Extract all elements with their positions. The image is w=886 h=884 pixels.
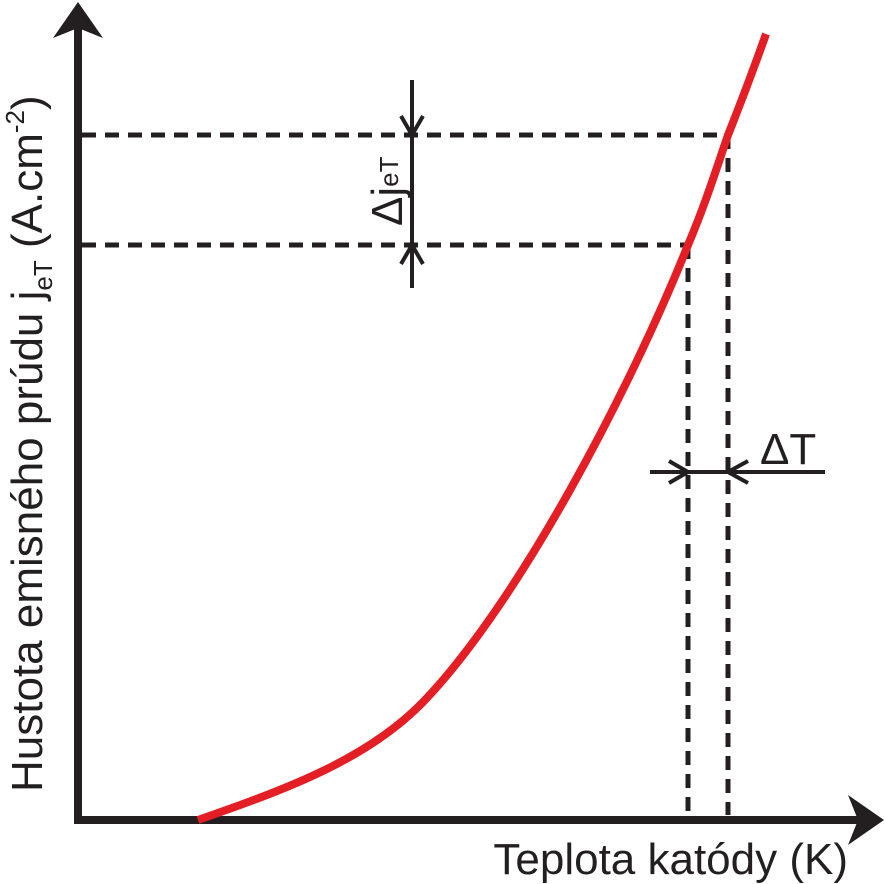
y-axis-label: Hustota emisného prúdu jeT (A.cm-2): [0, 95, 58, 792]
arrow-right-icon: [667, 459, 692, 485]
delta-j-dimension: [399, 80, 425, 288]
arrow-up-icon: [399, 241, 425, 266]
x-axis-label: Teplota katódy (K): [493, 835, 848, 884]
delta-t-label: ΔT: [760, 425, 816, 474]
delta-j-label: ΔjeT: [363, 156, 412, 226]
emission-curve: [196, 32, 770, 824]
y-axis-arrow-icon: [53, 2, 103, 38]
arrow-left-icon: [723, 459, 749, 485]
arrow-down-icon: [399, 114, 425, 139]
x-axis-arrow-icon: [848, 795, 884, 845]
delta-t-dimension: [650, 459, 825, 485]
y-axis: [53, 2, 103, 824]
